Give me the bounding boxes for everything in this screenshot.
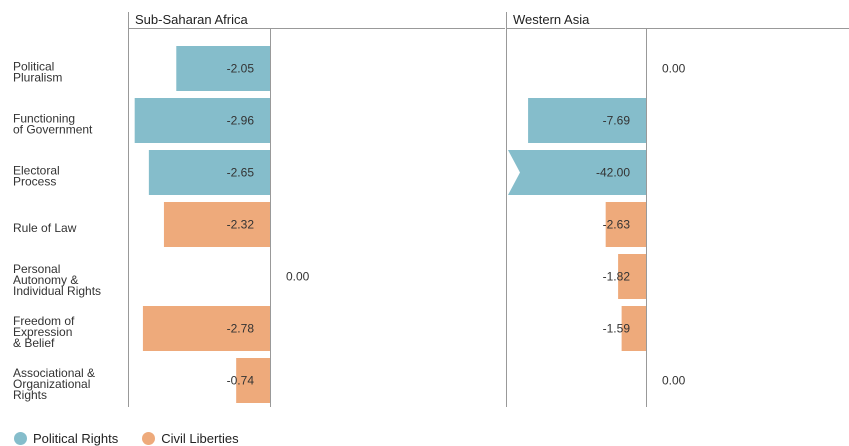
western-asia-bar-2 [528, 98, 646, 143]
sub-saharan-africa-title: Sub-Saharan Africa [135, 12, 249, 27]
legend-label-civil-liberties: Civil Liberties [161, 431, 239, 446]
legend-label-political-rights: Political Rights [33, 431, 119, 446]
western-asia-value-label-5: -1.82 [603, 270, 631, 284]
western-asia-value-label-3: -42.00 [596, 166, 630, 180]
sub-saharan-africa-bar-3 [148, 150, 270, 195]
western-asia-bar-4 [605, 202, 646, 247]
western-asia-title: Western Asia [513, 12, 590, 27]
category-label-7: Associational & Organizational Rights [13, 366, 95, 402]
western-asia-value-label-4: -2.63 [603, 218, 631, 232]
category-label-3: Electoral Process [13, 164, 60, 189]
sub-saharan-africa-value-label-2: -2.96 [227, 114, 255, 128]
western-asia-bar-5 [618, 254, 646, 299]
legend: Political Rights Civil Liberties [14, 431, 239, 446]
category-label-1: Political Pluralism [13, 60, 62, 85]
sub-saharan-africa-value-label-1: -2.05 [227, 62, 255, 76]
western-asia-bar-6 [621, 306, 646, 351]
sub-saharan-africa-bar-4 [163, 202, 270, 247]
category-label-4: Rule of Law [13, 221, 77, 235]
legend-swatch-civil-liberties [142, 432, 156, 445]
legend-item-civil-liberties: Civil Liberties [142, 431, 239, 446]
sub-saharan-africa-bar-6 [142, 306, 270, 351]
legend-swatch-political-rights [14, 432, 27, 445]
western-asia-bar-3 [508, 150, 646, 195]
category-label-5: Personal Autonomy & Individual Rights [13, 262, 101, 298]
category-label-2: Functioning of Government [13, 112, 93, 137]
legend-item-political-rights: Political Rights [14, 431, 118, 446]
sub-saharan-africa-value-label-7: -0.74 [227, 374, 255, 388]
category-label-6: Freedom of Expression & Belief [13, 314, 75, 350]
sub-saharan-africa-bar-7 [236, 358, 270, 403]
sub-saharan-africa-value-label-6: -2.78 [227, 322, 255, 336]
sub-saharan-africa-bar-1 [176, 46, 270, 91]
sub-saharan-africa-bar-2 [134, 98, 270, 143]
sub-saharan-africa-value-label-3: -2.65 [227, 166, 255, 180]
western-asia-value-label-7: 0.00 [662, 374, 686, 388]
sub-saharan-africa-value-label-5: 0.00 [286, 270, 310, 284]
western-asia-value-label-1: 0.00 [662, 62, 686, 76]
western-asia-value-label-6: -1.59 [603, 322, 631, 336]
sub-saharan-africa-value-label-4: -2.32 [227, 218, 255, 232]
western-asia-value-label-2: -7.69 [603, 114, 631, 128]
